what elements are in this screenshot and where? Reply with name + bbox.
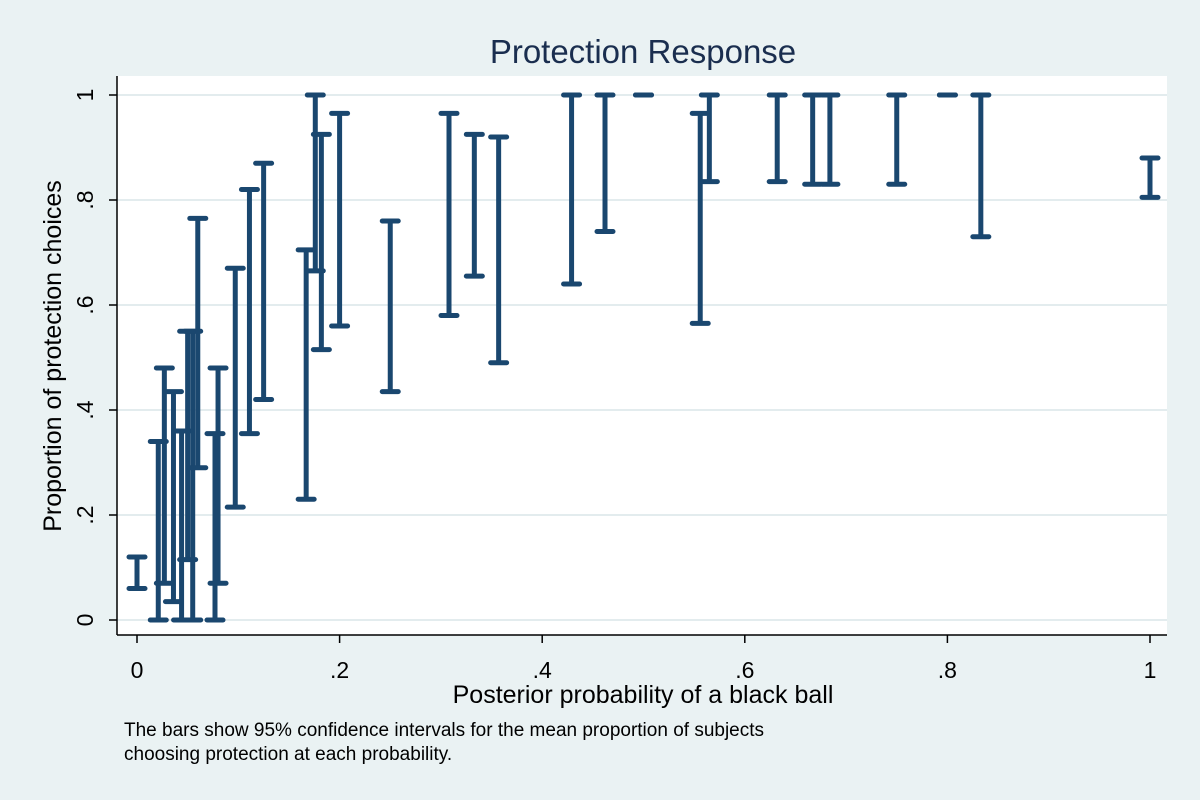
error-bar (162, 389, 184, 605)
error-bar (295, 247, 317, 502)
error-bar (970, 92, 992, 240)
error-bar (488, 134, 510, 366)
error-bar (187, 215, 209, 471)
x-tick-label: .4 (533, 657, 552, 683)
axes (116, 76, 1167, 636)
y-tick-label: .4 (72, 400, 98, 419)
chart-note-line-2: choosing protection at each probability. (124, 744, 453, 765)
y-tick-label: 1 (72, 89, 98, 102)
error-bar (207, 365, 229, 586)
error-bar (766, 92, 788, 185)
chart-title: Protection Response (490, 33, 796, 70)
x-ticks: 0 .2 .4 .6 .8 1 (131, 635, 1157, 683)
x-tick-label: 0 (131, 657, 144, 683)
error-bar (224, 265, 246, 510)
error-bar (1139, 155, 1161, 200)
error-bars (126, 92, 1161, 623)
y-tick-label: .6 (72, 295, 98, 314)
plot-area (117, 76, 1167, 635)
error-bar (238, 187, 260, 437)
error-bar (463, 131, 485, 279)
x-axis-label: Posterior probability of a black ball (453, 681, 834, 709)
error-bar (379, 218, 401, 395)
y-tick-label: .8 (72, 190, 98, 209)
error-bar (698, 92, 720, 185)
error-bar (253, 160, 275, 402)
error-bar (802, 92, 824, 187)
error-bar (329, 110, 351, 329)
error-bar (153, 365, 175, 586)
x-tick-label: .6 (735, 657, 754, 683)
error-bar (310, 131, 332, 353)
error-bar (126, 554, 148, 591)
y-tick-label: .2 (72, 505, 98, 524)
error-bar (886, 92, 908, 187)
x-tick-label: 1 (1144, 657, 1157, 683)
error-bar (594, 92, 616, 234)
x-tick-label: .2 (330, 657, 349, 683)
error-bar (689, 110, 711, 326)
y-tick-label: 0 (72, 614, 98, 627)
y-ticks: 0 .2 .4 .6 .8 1 (72, 89, 117, 627)
y-axis-label: Proportion of protection choices (39, 180, 67, 532)
x-tick-label: .8 (938, 657, 957, 683)
error-bar (819, 92, 841, 187)
error-bar (561, 92, 583, 287)
error-bar (438, 110, 460, 318)
chart-note-line-1: The bars show 95% confidence intervals f… (124, 720, 765, 741)
